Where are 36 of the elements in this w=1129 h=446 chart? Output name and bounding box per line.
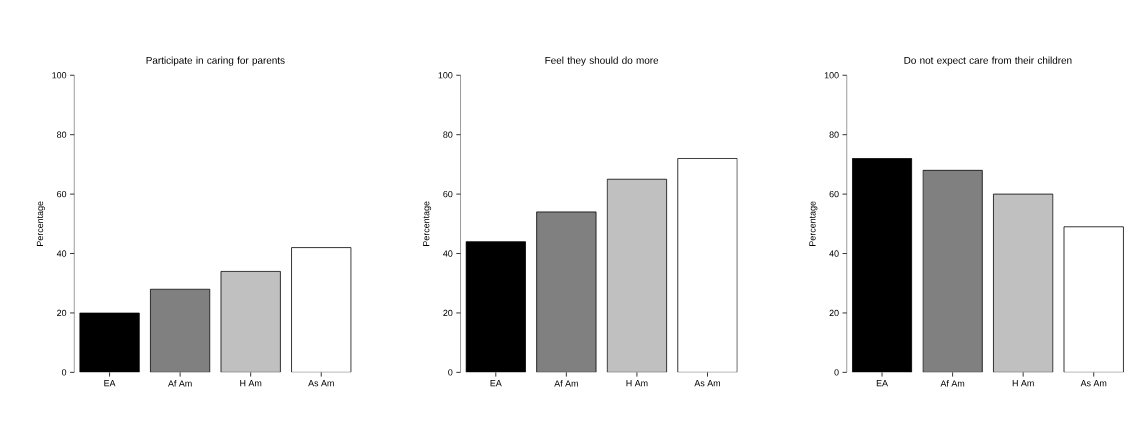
y-tick-label: 100	[52, 72, 67, 79]
y-tick-label: 40	[443, 250, 453, 257]
x-tick-label: EA	[490, 380, 502, 387]
x-tick-label: As Am	[694, 380, 721, 387]
y-tick-label: 60	[829, 191, 839, 198]
y-tick-label: 80	[57, 131, 67, 139]
x-tick-label: H Am	[1012, 380, 1034, 387]
x-tick-label: H Am	[626, 380, 648, 387]
x-tick-label: As Am	[308, 380, 334, 387]
y-tick-label: 100	[824, 72, 839, 79]
y-tick-label: 60	[443, 191, 453, 198]
y-tick-label: 0	[61, 369, 67, 376]
y-axis-title: Percentage	[423, 201, 432, 247]
y-tick-label: 0	[448, 369, 453, 376]
chart-title: Participate in caring for parents	[146, 56, 285, 66]
y-tick-label: 20	[57, 309, 67, 317]
chart-title: Feel they should do more	[545, 56, 659, 66]
y-tick-label: 20	[829, 309, 839, 317]
x-tick-label: As Am	[1080, 380, 1107, 387]
x-tick-label: EA	[104, 380, 116, 387]
y-tick-label: 0	[834, 369, 839, 376]
x-tick-label: Af Am	[940, 380, 965, 387]
y-tick-label: 100	[438, 72, 453, 79]
x-tick-label: Af Am	[554, 380, 578, 387]
x-tick-label: EA	[876, 380, 888, 387]
chart-title: Do not expect care from their children	[904, 56, 1072, 66]
x-tick-label: H Am	[240, 380, 262, 387]
y-tick-label: 80	[443, 131, 453, 139]
y-tick-label: 60	[57, 191, 67, 198]
y-tick-label: 80	[829, 131, 839, 139]
y-axis-title: Percentage	[36, 201, 45, 247]
x-tick-label: Af Am	[168, 380, 192, 387]
y-tick-label: 40	[56, 250, 67, 257]
y-tick-label: 40	[829, 250, 839, 257]
y-axis-title: Percentage	[809, 201, 818, 247]
y-tick-label: 20	[443, 309, 453, 317]
